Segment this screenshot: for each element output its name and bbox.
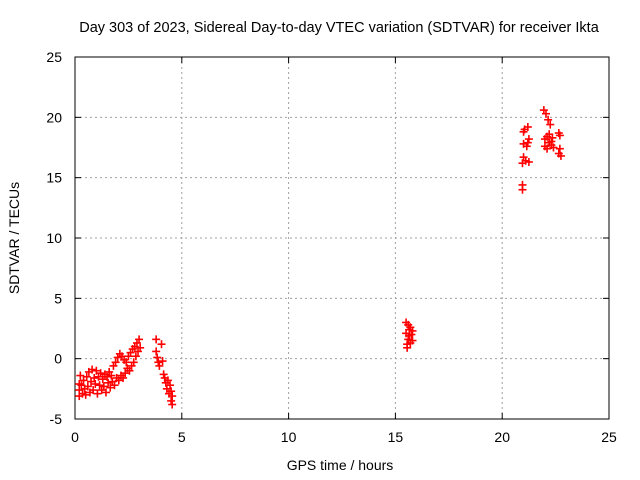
data-point [556,151,565,160]
grid [75,57,609,419]
data-point [157,340,166,349]
x-tick-label: 25 [601,429,617,445]
data-point [408,336,417,345]
data-point [83,382,92,391]
data-point [98,375,107,384]
data-point [152,335,161,344]
data-point [135,335,144,344]
data-point [88,365,97,374]
y-tick-label: 5 [54,290,62,306]
data-point [110,381,119,390]
data-point [524,135,533,144]
data-point [82,372,91,381]
data-point [163,376,172,385]
data-point [152,347,161,356]
y-tick-label: 15 [46,170,62,186]
data-point [522,142,531,151]
data-point [95,381,104,390]
data-point [154,358,163,367]
data-point [91,380,100,389]
y-axis-label: SDTVAR / TECUs [6,182,22,294]
data-point [114,376,123,385]
data-point [122,358,131,367]
data-point [523,122,532,131]
data-point [158,357,167,366]
data-point [555,144,564,153]
data-point [167,387,176,396]
data-point [93,389,102,398]
data-point [121,369,130,378]
data-point [544,115,553,124]
x-tick-label: 5 [178,429,186,445]
y-tick-label: 25 [46,49,62,65]
data-point [101,388,110,397]
data-point [155,361,164,370]
x-tick-label: 20 [494,429,510,445]
x-tick-label: 0 [71,429,79,445]
data-point [543,144,552,153]
x-axis-label: GPS time / hours [287,457,394,473]
data-point [131,352,140,361]
data-point [524,157,533,166]
data-point [99,382,108,391]
data-point [136,343,145,352]
data-point [167,396,176,405]
y-tick-label: 0 [54,351,62,367]
data-point [555,131,564,140]
data-point [92,366,101,375]
data-point [76,371,85,380]
chart-title: Day 303 of 2023, Sidereal Day-to-day VTE… [79,20,599,36]
data-point [129,358,138,367]
data-point [96,369,105,378]
data-point [159,370,168,379]
y-tick-label: 20 [46,109,62,125]
data-point [549,143,558,152]
data-point [111,358,120,367]
data-point [546,120,555,129]
x-tick-label: 15 [388,429,404,445]
data-point [104,378,113,387]
data-point [403,343,412,352]
data-point [166,381,175,390]
data-point [523,138,532,147]
data-point [153,353,162,362]
data-point [518,180,527,189]
data-point [89,386,98,395]
data-point [168,400,177,409]
y-tick-label: -5 [50,411,63,427]
data-point [168,392,177,401]
data-point [407,330,416,339]
data-point [81,390,90,399]
axis-ticks: 0 5 10 15 20 25 -5 0 5 10 15 20 25 [46,49,617,445]
data-point [408,326,417,335]
x-tick-label: 10 [281,429,297,445]
y-tick-label: 10 [46,230,62,246]
data-point [548,133,557,142]
data-point [106,383,115,392]
data-point [125,366,134,375]
data-point [107,371,116,380]
data-point [103,372,112,381]
data-point [119,373,128,382]
data-point [541,109,550,118]
data-point [90,373,99,382]
data-series [75,106,565,409]
